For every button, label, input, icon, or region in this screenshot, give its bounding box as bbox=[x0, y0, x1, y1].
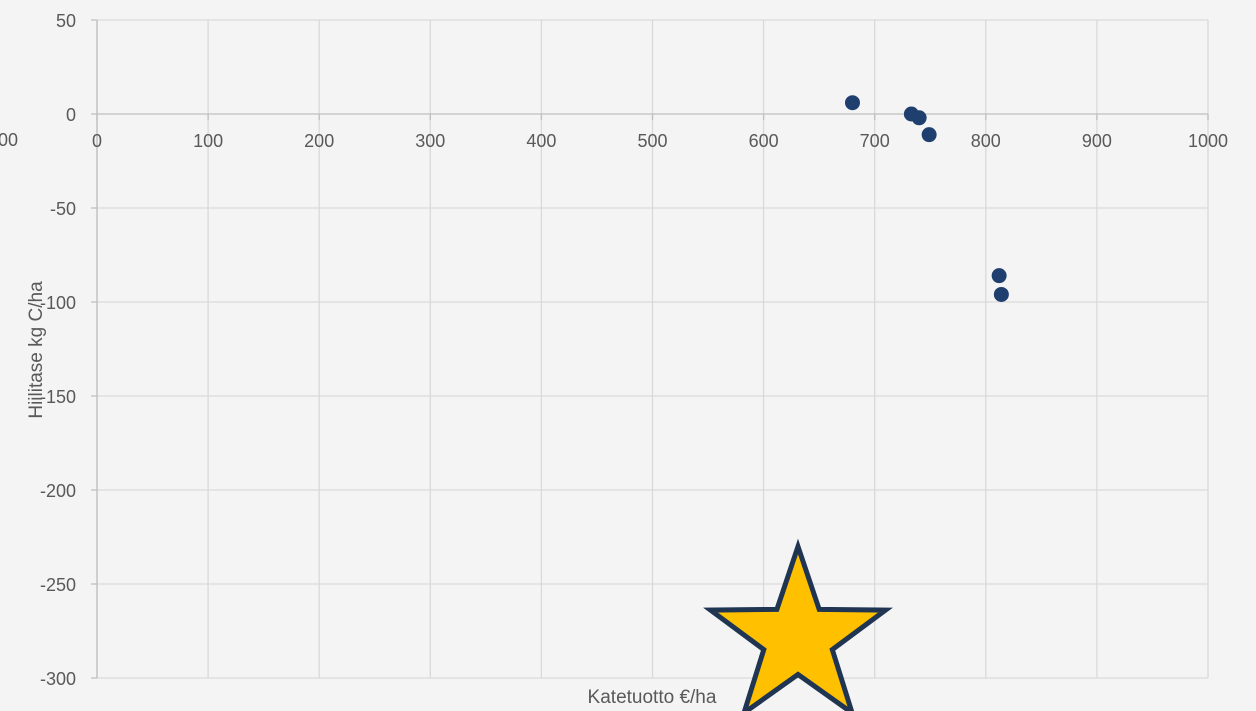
y-tick-labels: 50 0 -50 -100 -150 -200 -250 -300 bbox=[40, 11, 76, 689]
x-tick-label: 200 bbox=[304, 131, 334, 151]
star-annotation bbox=[703, 538, 893, 711]
data-point bbox=[921, 127, 937, 143]
x-tick-labels: 0 100 200 300 400 500 600 700 800 900 1000 bbox=[92, 131, 1228, 151]
y-tick-label: -150 bbox=[40, 387, 76, 407]
y-tick-label: -250 bbox=[40, 575, 76, 595]
data-point bbox=[993, 286, 1009, 302]
x-tick-label: 100 bbox=[193, 131, 223, 151]
data-point bbox=[911, 110, 927, 126]
x-tick-label: 500 bbox=[637, 131, 667, 151]
y-tick-label: -200 bbox=[40, 481, 76, 501]
x-tick-label: 800 bbox=[971, 131, 1001, 151]
star-icon bbox=[703, 538, 893, 711]
x-tick-label: 0 bbox=[92, 131, 102, 151]
x-tick-label: 1000 bbox=[1188, 131, 1228, 151]
x-tick-label: 400 bbox=[526, 131, 556, 151]
y-tick-label: -100 bbox=[40, 293, 76, 313]
y-axis-title: Hiilitase kg C/ha bbox=[26, 281, 47, 419]
x-tick-label: 300 bbox=[415, 131, 445, 151]
y-tick-label: 0 bbox=[66, 105, 76, 125]
data-point bbox=[991, 268, 1007, 284]
data-point bbox=[844, 95, 860, 111]
x-tick-label: 700 bbox=[860, 131, 890, 151]
y-tick-label: 50 bbox=[56, 11, 76, 31]
x-tick-label: 600 bbox=[749, 131, 779, 151]
x-tick-label: 900 bbox=[1082, 131, 1112, 151]
y-tick-label: -50 bbox=[50, 199, 76, 219]
x-axis-title: Katetuotto €/ha bbox=[588, 687, 717, 708]
data-points bbox=[844, 95, 1009, 302]
grid-lines bbox=[96, 19, 1209, 679]
axes bbox=[91, 19, 1209, 679]
partial-tick-label: 00 bbox=[0, 130, 18, 150]
y-tick-label: -300 bbox=[40, 669, 76, 689]
